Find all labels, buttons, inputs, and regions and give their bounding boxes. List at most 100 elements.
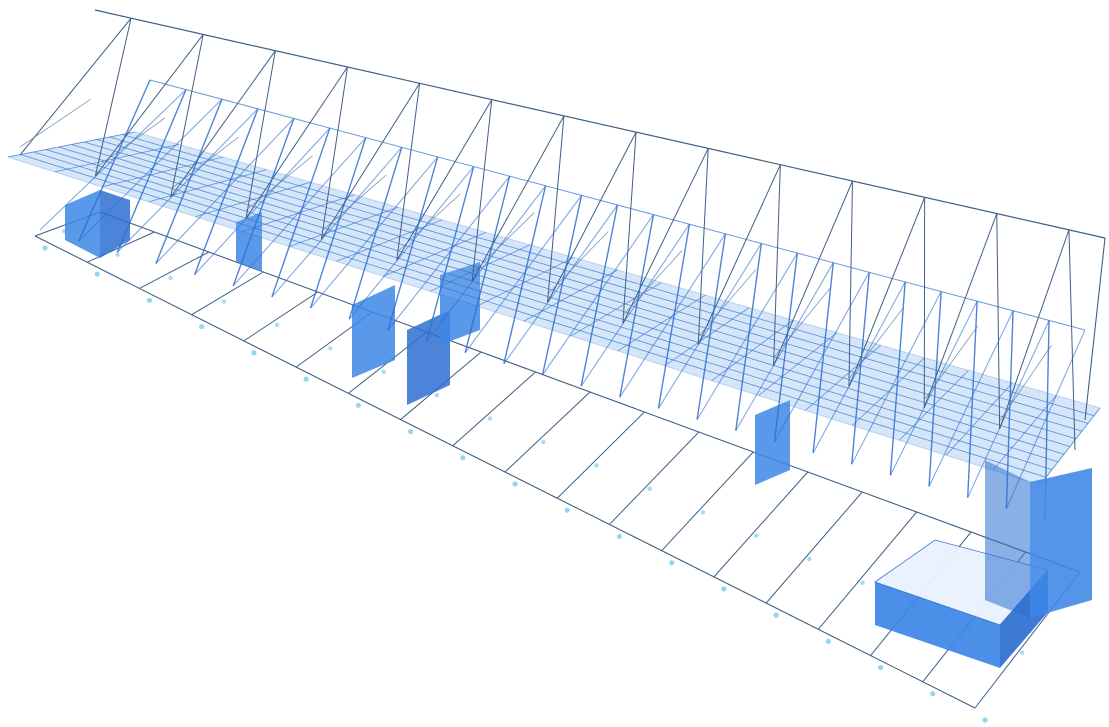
truss-web — [94, 18, 132, 177]
deck-plane — [7, 131, 1101, 486]
brace-diagonal — [696, 233, 727, 420]
support-node — [274, 322, 280, 328]
brace-diagonal — [928, 310, 1014, 487]
brace-diagonal — [851, 272, 870, 465]
deck-transverse — [289, 206, 399, 247]
deck-transverse — [383, 231, 487, 277]
deck-transverse — [945, 382, 1013, 456]
support-node — [753, 533, 759, 538]
brace-diagonal — [696, 252, 798, 420]
deck-transverse — [617, 294, 706, 352]
brace-diagonal — [232, 137, 367, 287]
support-node — [647, 486, 652, 492]
brace-diagonal — [387, 156, 439, 331]
brace-diagonal — [773, 252, 799, 443]
wall-block — [352, 285, 395, 378]
deck-transverse — [523, 269, 618, 322]
brace-diagonal — [542, 214, 654, 376]
support-node — [460, 455, 466, 461]
truss-web — [19, 17, 132, 156]
brace-diagonal — [928, 291, 942, 487]
grid-line — [817, 511, 918, 630]
grid-line — [609, 431, 700, 525]
grid-line — [765, 491, 863, 604]
brace-diagonal — [232, 118, 295, 287]
wall-block — [65, 190, 100, 258]
truss-web — [1068, 229, 1076, 451]
brace-diagonal — [580, 223, 690, 387]
support-node — [773, 612, 779, 618]
brace-diagonal — [194, 127, 331, 275]
grid-line — [243, 291, 319, 342]
brace-diagonal — [657, 243, 762, 409]
end-wall-panel — [1030, 468, 1092, 618]
brace-diagonal — [773, 272, 870, 443]
support-node — [541, 439, 546, 445]
brace-diagonal — [889, 300, 978, 476]
brace-diagonal — [78, 79, 151, 242]
grid-line — [556, 411, 645, 499]
bracing-members — [39, 79, 1086, 521]
truss-web — [996, 213, 1001, 429]
truss-web — [773, 180, 853, 366]
wall-block — [440, 262, 480, 345]
brace-diagonal — [812, 262, 834, 454]
wall-block — [100, 190, 130, 258]
grid-line — [139, 251, 210, 289]
brace-diagonal — [657, 224, 691, 409]
support-node — [434, 392, 440, 398]
truss-web — [697, 164, 781, 345]
support-node — [407, 428, 414, 435]
brace-diagonal — [271, 146, 403, 298]
deck-transverse — [992, 395, 1057, 471]
truss-web — [321, 83, 421, 240]
end-wall-panel — [985, 460, 1030, 618]
brace-diagonal — [735, 243, 763, 431]
brace-diagonal — [271, 127, 331, 298]
support-node — [115, 252, 120, 257]
brace-diagonal — [503, 204, 618, 365]
brace-diagonal — [541, 195, 583, 376]
deck-transverse — [476, 257, 574, 307]
truss-web — [923, 213, 998, 409]
truss-web — [170, 50, 276, 198]
brace-diagonal — [580, 204, 619, 387]
truss-web — [396, 193, 461, 253]
brace-diagonal — [464, 175, 511, 353]
support-node — [355, 402, 361, 408]
deck-transverse — [758, 332, 838, 396]
brace-diagonal — [116, 89, 187, 253]
support-node — [807, 556, 812, 562]
deck-transverse — [852, 357, 925, 426]
brace-diagonal — [425, 166, 475, 342]
deck-transverse — [805, 344, 881, 411]
brace-diagonal — [812, 281, 906, 454]
support-node — [1020, 650, 1025, 655]
wall-block — [755, 400, 790, 485]
truss-web — [321, 174, 387, 232]
truss-web — [622, 148, 709, 324]
deck-slab — [7, 131, 1101, 486]
brace-diagonal — [851, 291, 942, 465]
brace-diagonal — [889, 281, 906, 476]
deck-transverse — [7, 131, 136, 158]
truss-web — [547, 131, 637, 303]
brace-diagonal — [78, 98, 223, 242]
support-node — [251, 350, 257, 356]
support-node — [669, 560, 675, 566]
truss-web — [170, 34, 204, 198]
roof-truss — [19, 9, 1106, 451]
support-node — [487, 416, 493, 421]
truss-web — [245, 50, 276, 219]
truss-web — [471, 212, 535, 274]
truss-web — [471, 115, 565, 282]
grid-line — [713, 471, 809, 578]
grid-line — [504, 391, 591, 473]
support-node — [594, 463, 599, 468]
brace-chord — [149, 79, 1086, 331]
end-wall-block — [874, 460, 1092, 668]
end-block-front — [875, 582, 1000, 668]
truss-end-post — [1084, 237, 1106, 421]
